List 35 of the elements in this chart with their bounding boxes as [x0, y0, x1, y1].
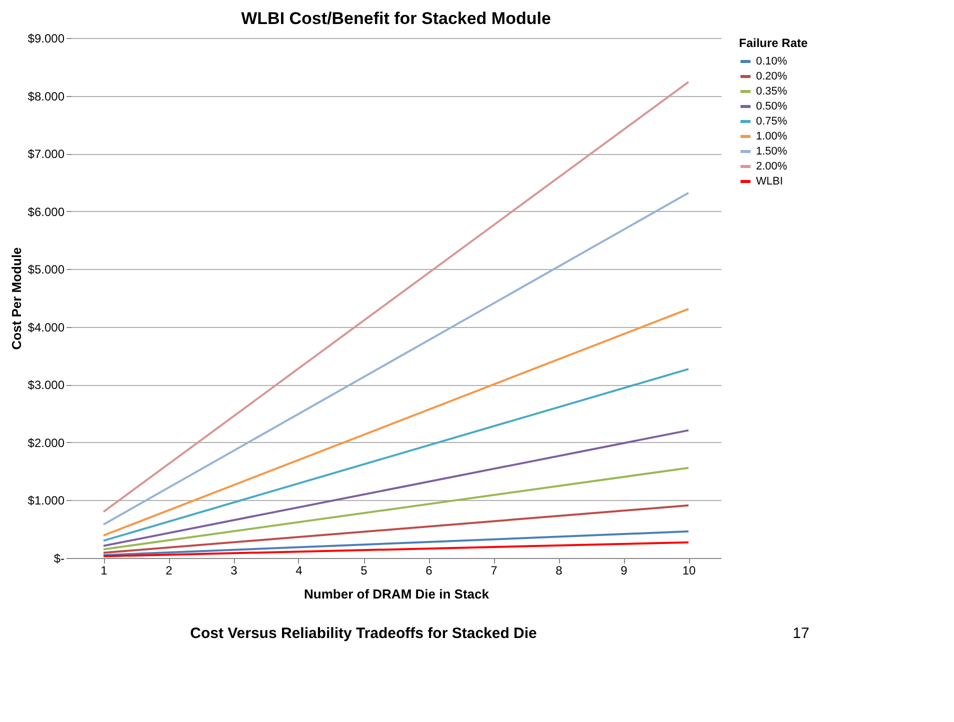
x-tick-label: 4	[296, 564, 303, 578]
y-tick-label: $2.000	[28, 436, 65, 450]
y-tick-label: $6.000	[28, 204, 65, 219]
x-tick-label: 8	[556, 564, 563, 578]
legend-label: WLBI	[756, 176, 783, 188]
x-tick-label: 9	[620, 564, 628, 578]
legend-label: 0.10%	[756, 56, 788, 68]
y-axis-title: Cost Per Module	[8, 247, 24, 350]
y-tick-label: $1.000	[28, 494, 65, 508]
x-tick-label: 7	[490, 564, 498, 578]
y-tick-label: $5.000	[28, 262, 65, 277]
legend-label: 0.35%	[756, 86, 788, 98]
text: Cost Versus Reliability Tradeoffs for Stacked Die	[190, 625, 537, 642]
legend-label: 0.75%	[756, 116, 788, 128]
x-tick-label: 2	[166, 564, 173, 578]
x-tick-label: 1	[100, 564, 108, 578]
x-axis-title: Number of DRAM Die in Stack	[304, 586, 490, 602]
legend-label: 1.00%	[756, 130, 788, 142]
y-tick-label: $4.000	[28, 320, 65, 334]
text: 17	[792, 625, 810, 642]
legend-label: 1.50%	[756, 146, 788, 158]
x-tick-label: 5	[360, 564, 368, 578]
y-tick-label: $8.000	[28, 89, 65, 104]
legend-label: 2.00%	[756, 160, 788, 172]
chart-title: WLBI Cost/Benefit for Stacked Module	[241, 9, 551, 28]
y-tick-label: $3.000	[28, 378, 65, 392]
y-tick-label: $-	[54, 552, 64, 566]
y-tick-label: $9.000	[28, 32, 65, 46]
legend-label: 0.20%	[756, 70, 788, 82]
legend-title: Failure Rate	[739, 36, 808, 50]
x-tick-label: 6	[426, 564, 433, 578]
x-tick-label: 10	[682, 564, 696, 578]
y-tick-label: $7.000	[28, 147, 65, 162]
x-tick-label: 3	[230, 564, 238, 578]
legend-label: 0.50%	[756, 100, 788, 112]
